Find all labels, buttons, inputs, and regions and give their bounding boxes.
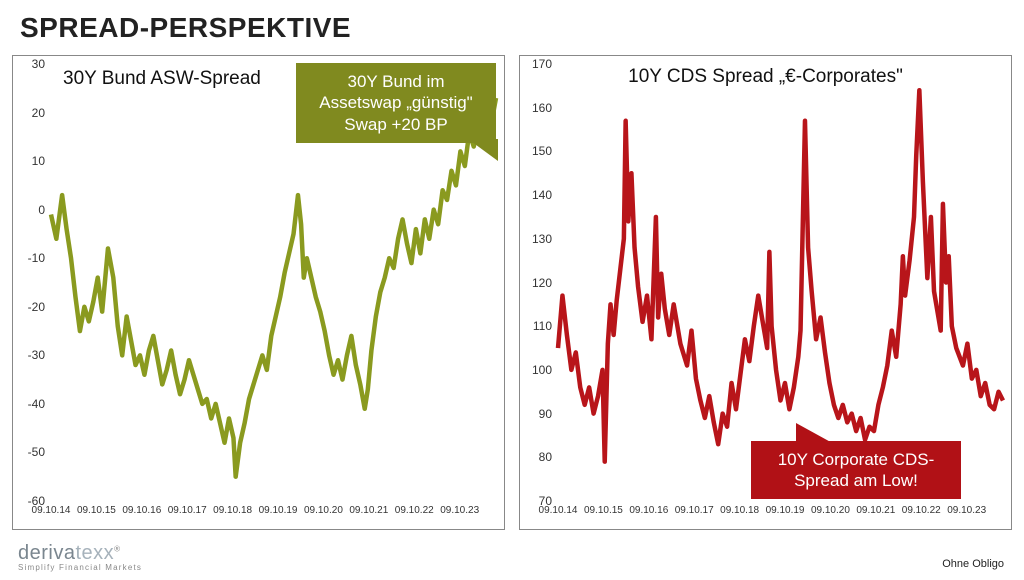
y-tick-label: 90 xyxy=(539,407,552,421)
x-tick-label: 09.10.19 xyxy=(259,505,298,516)
x-tick-label: 09.10.21 xyxy=(349,505,388,516)
brand-logo: derivatexx® Simplify Financial Markets xyxy=(18,542,142,572)
left-chart: -60-50-40-30-20-100102030 09.10.1409.10.… xyxy=(12,55,505,530)
charts-row: -60-50-40-30-20-100102030 09.10.1409.10.… xyxy=(12,55,1012,530)
logo-tagline: Simplify Financial Markets xyxy=(18,563,142,572)
right-plot-area xyxy=(558,64,1003,501)
x-tick-label: 09.10.18 xyxy=(720,505,759,516)
y-tick-label: 110 xyxy=(533,319,552,333)
left-callout: 30Y Bund im Assetswap „günstig" Swap +20… xyxy=(296,63,496,143)
x-tick-label: 09.10.15 xyxy=(77,505,116,516)
series-line xyxy=(51,98,496,477)
right-x-axis: 09.10.1409.10.1509.10.1609.10.1709.10.18… xyxy=(558,505,1003,525)
right-y-axis: 708090100110120130140150160170 xyxy=(520,64,556,501)
x-tick-label: 09.10.22 xyxy=(902,505,941,516)
x-tick-label: 09.10.23 xyxy=(947,505,986,516)
right-callout: 10Y Corporate CDS- Spread am Low! xyxy=(751,441,961,500)
x-tick-label: 09.10.20 xyxy=(304,505,343,516)
right-callout-line2: Spread am Low! xyxy=(794,471,918,490)
left-callout-line2: Assetswap „günstig" xyxy=(319,93,472,112)
x-tick-label: 09.10.14 xyxy=(32,505,71,516)
logo-part1: deriva xyxy=(18,542,75,564)
y-tick-label: 0 xyxy=(38,203,45,217)
right-callout-line1: 10Y Corporate CDS- xyxy=(778,450,935,469)
y-tick-label: 140 xyxy=(532,188,552,202)
series-line xyxy=(558,90,1003,461)
x-tick-label: 09.10.17 xyxy=(675,505,714,516)
logo-wordmark: derivatexx® xyxy=(18,542,142,565)
y-tick-label: -50 xyxy=(28,445,45,459)
y-tick-label: 120 xyxy=(532,276,552,290)
logo-reg-icon: ® xyxy=(114,544,120,553)
right-line-svg xyxy=(558,64,1003,501)
x-tick-label: 09.10.16 xyxy=(629,505,668,516)
x-tick-label: 09.10.14 xyxy=(539,505,578,516)
left-callout-tail xyxy=(468,139,498,161)
disclaimer-text: Ohne Obligo xyxy=(942,558,1004,570)
page-title: SPREAD-PERSPEKTIVE xyxy=(20,12,351,44)
left-x-axis: 09.10.1409.10.1509.10.1609.10.1709.10.18… xyxy=(51,505,496,525)
y-tick-label: 150 xyxy=(532,144,552,158)
y-tick-label: 100 xyxy=(532,363,552,377)
y-tick-label: -30 xyxy=(28,348,45,362)
x-tick-label: 09.10.17 xyxy=(168,505,207,516)
left-chart-title: 30Y Bund ASW-Spread xyxy=(63,68,261,90)
x-tick-label: 09.10.23 xyxy=(440,505,479,516)
logo-part2: texx xyxy=(75,542,114,564)
y-tick-label: 20 xyxy=(32,106,45,120)
x-tick-label: 09.10.21 xyxy=(856,505,895,516)
y-tick-label: -20 xyxy=(28,300,45,314)
right-callout-tail xyxy=(796,423,836,445)
left-callout-line1: 30Y Bund im xyxy=(347,72,444,91)
y-tick-label: 30 xyxy=(32,57,45,71)
x-tick-label: 09.10.15 xyxy=(584,505,623,516)
left-callout-line3: Swap +20 BP xyxy=(344,115,448,134)
y-tick-label: 10 xyxy=(32,154,45,168)
y-tick-label: -10 xyxy=(28,251,45,265)
right-chart-title: 10Y CDS Spread „€-Corporates" xyxy=(520,66,1011,88)
right-chart: 708090100110120130140150160170 09.10.140… xyxy=(519,55,1012,530)
x-tick-label: 09.10.16 xyxy=(122,505,161,516)
y-tick-label: 80 xyxy=(539,450,552,464)
left-y-axis: -60-50-40-30-20-100102030 xyxy=(13,64,49,501)
x-tick-label: 09.10.18 xyxy=(213,505,252,516)
y-tick-label: 160 xyxy=(532,101,552,115)
x-tick-label: 09.10.22 xyxy=(395,505,434,516)
x-tick-label: 09.10.20 xyxy=(811,505,850,516)
y-tick-label: 130 xyxy=(532,232,552,246)
x-tick-label: 09.10.19 xyxy=(766,505,805,516)
y-tick-label: -40 xyxy=(28,397,45,411)
